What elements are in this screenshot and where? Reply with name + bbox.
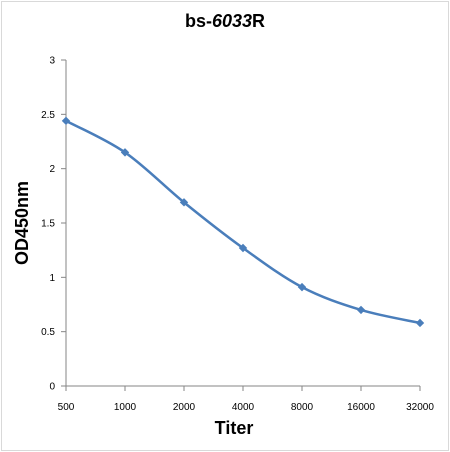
title-italic-part: 6033 — [211, 11, 253, 31]
data-point-diamond — [415, 318, 425, 328]
y-tick-label: 2 — [49, 164, 55, 175]
y-tick-label: 0 — [49, 382, 55, 393]
data-point-diamond — [238, 243, 248, 253]
y-axis-label: OD450nm — [12, 181, 32, 265]
chart-title: bs-6033R — [0, 11, 450, 32]
y-tick-label: 0.5 — [41, 327, 55, 338]
x-tick-label: 8000 — [291, 402, 314, 413]
y-tick-label: 1.5 — [41, 219, 55, 230]
x-tick-label: 500 — [58, 402, 75, 413]
x-tick-label: 32000 — [406, 402, 434, 413]
data-point-diamond — [356, 305, 366, 315]
x-tick-label: 2000 — [173, 402, 196, 413]
x-axis-label: Titer — [215, 418, 254, 438]
data-point-diamond — [120, 148, 130, 157]
x-tick-label: 1000 — [114, 402, 137, 413]
y-tick-label: 1 — [49, 273, 55, 284]
data-point-diamond — [179, 198, 189, 207]
y-tick-label: 3 — [49, 56, 55, 67]
title-suffix: R — [252, 11, 266, 31]
title-prefix: bs- — [184, 11, 212, 31]
data-point-diamond — [297, 282, 307, 292]
data-point-diamond — [61, 116, 71, 126]
series-line — [65, 119, 421, 325]
x-tick-label: 4000 — [232, 402, 255, 413]
x-tick-label: 16000 — [347, 402, 375, 413]
y-tick-label: 2.5 — [41, 110, 55, 121]
